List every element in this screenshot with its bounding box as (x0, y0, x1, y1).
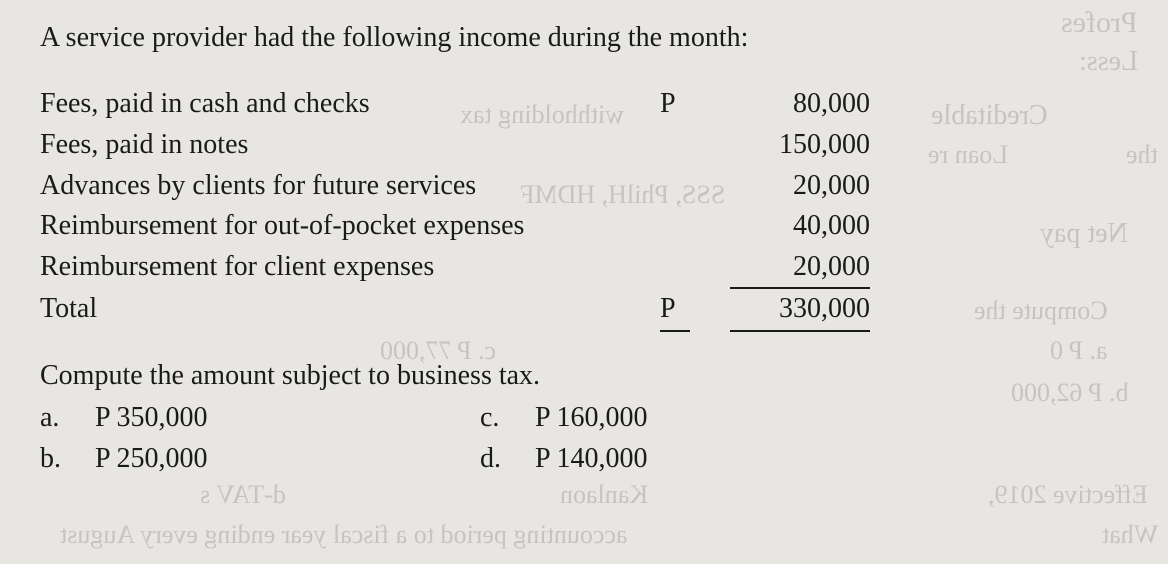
income-label: Fees, paid in notes (40, 125, 660, 166)
income-label: Fees, paid in cash and checks (40, 84, 660, 125)
answer-options: a. P 350,000 c. P 160,000 b. P 250,000 d… (40, 398, 1128, 479)
bleed-through-text: the (1126, 140, 1158, 170)
total-label: Total (40, 289, 660, 330)
income-table: Fees, paid in cash and checksP80,000Fees… (40, 84, 1128, 332)
option-letter-d: d. (480, 439, 528, 480)
income-amount: 20,000 (710, 247, 870, 290)
bleed-through-text: What (1102, 520, 1158, 550)
income-amount: 150,000 (710, 125, 870, 166)
income-label: Reimbursement for out-of-pocket expenses (40, 206, 660, 247)
option-a: a. P 350,000 (40, 398, 480, 439)
total-row: Total P 330,000 (40, 289, 1128, 332)
option-letter-c: c. (480, 398, 528, 439)
total-currency: P (660, 289, 710, 332)
income-label: Reimbursement for client expenses (40, 247, 660, 288)
income-row: Fees, paid in cash and checksP80,000 (40, 84, 1128, 125)
total-amount: 330,000 (710, 289, 870, 332)
option-value-b: P 250,000 (95, 443, 208, 474)
option-b: b. P 250,000 (40, 439, 480, 480)
option-value-d: P 140,000 (535, 443, 648, 474)
question-text: Compute the amount subject to business t… (40, 360, 1128, 392)
income-amount: 20,000 (710, 166, 870, 207)
option-d: d. P 140,000 (480, 439, 920, 480)
income-row: Reimbursement for client expenses 20,000 (40, 247, 1128, 290)
bleed-through-text: d-TAV s (200, 480, 286, 510)
option-c: c. P 160,000 (480, 398, 920, 439)
option-value-c: P 160,000 (535, 402, 648, 433)
income-row: Fees, paid in notes 150,000 (40, 125, 1128, 166)
income-amount: 40,000 (710, 206, 870, 247)
bleed-through-text: Effective 2019, (988, 480, 1148, 510)
bleed-through-text: accounting period to a fiscal year endin… (60, 520, 627, 550)
option-letter-a: a. (40, 398, 88, 439)
currency-symbol: P (660, 84, 710, 125)
intro-text: A service provider had the following inc… (40, 20, 1128, 56)
income-row: Advances by clients for future services 2… (40, 166, 1128, 207)
income-amount: 80,000 (710, 84, 870, 125)
option-value-a: P 350,000 (95, 402, 208, 433)
income-label: Advances by clients for future services (40, 166, 660, 207)
option-letter-b: b. (40, 439, 88, 480)
bleed-through-text: Kanlaon (560, 480, 648, 510)
income-row: Reimbursement for out-of-pocket expenses… (40, 206, 1128, 247)
